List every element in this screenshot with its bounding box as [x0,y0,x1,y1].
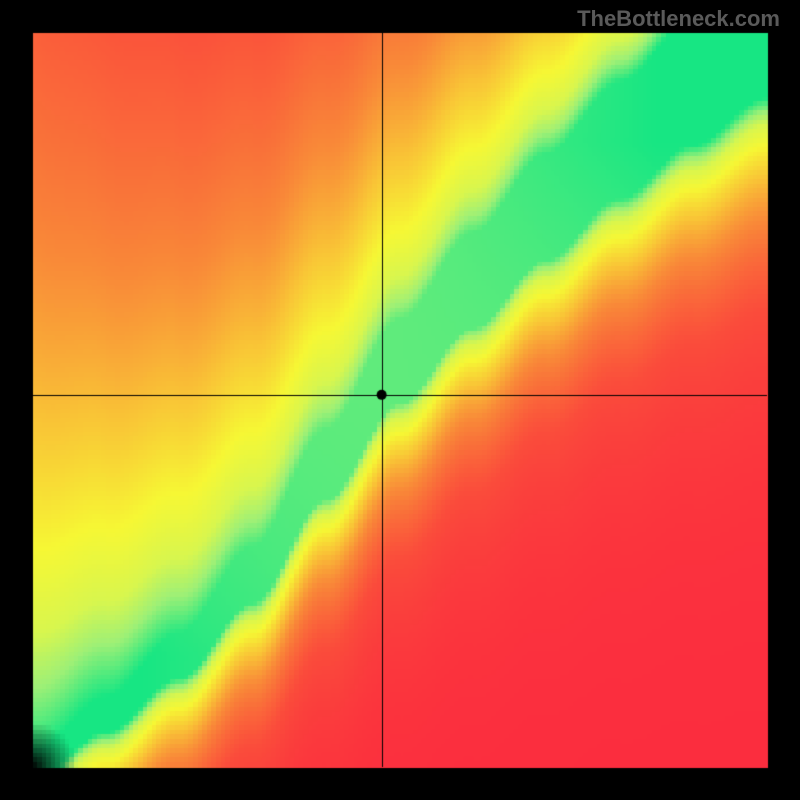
heatmap-canvas [0,0,800,800]
watermark-label: TheBottleneck.com [577,6,780,32]
chart-container: { "watermark": { "text": "TheBottleneck.… [0,0,800,800]
